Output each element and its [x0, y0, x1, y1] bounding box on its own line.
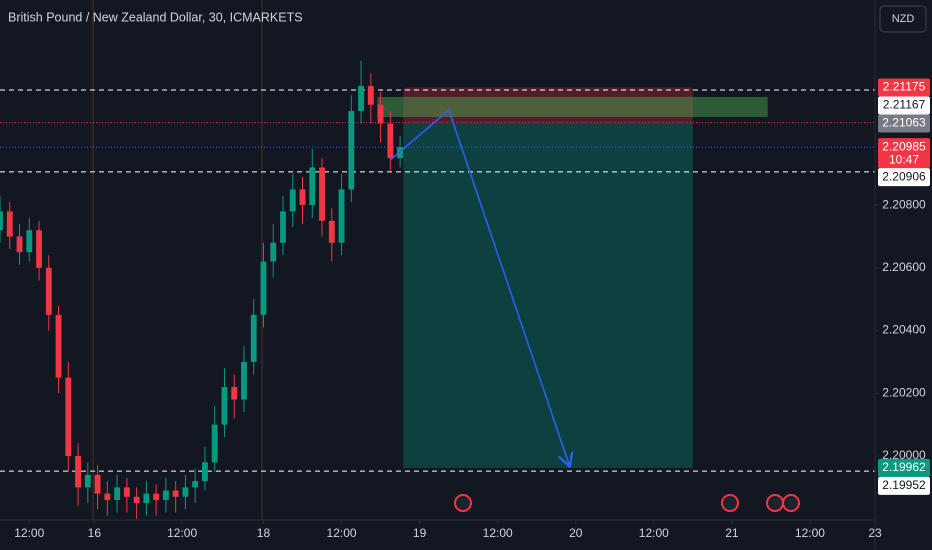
candle-body [65, 377, 72, 457]
candle-body [36, 230, 42, 268]
candle-body [143, 493, 150, 504]
candle-body [309, 167, 316, 206]
candle-body [348, 111, 355, 190]
candle-body [182, 487, 189, 497]
candle-body [192, 481, 199, 488]
candle-body [75, 456, 81, 488]
event-icon[interactable] [782, 494, 800, 512]
x-tick-label: 20 [569, 526, 583, 540]
x-tick-label: 21 [725, 526, 739, 540]
candle-body [84, 474, 91, 488]
candle-body [0, 211, 3, 231]
candle-body [55, 314, 62, 378]
level-label: 2.20985 [882, 139, 926, 153]
candle-body [162, 490, 169, 500]
level-label: 2.19952 [882, 478, 926, 492]
candle-body [133, 496, 140, 504]
level-label-box [878, 96, 930, 115]
candle-body [367, 85, 374, 105]
candle-body [211, 424, 218, 463]
candle-body [358, 85, 364, 112]
level-label: 2.20906 [882, 169, 926, 183]
level-label-box [878, 138, 930, 169]
event-icon[interactable] [454, 494, 472, 512]
event-icon[interactable] [766, 494, 784, 512]
candle-body [377, 104, 384, 124]
x-tick-label: 19 [413, 526, 427, 540]
candle-body [153, 493, 160, 500]
x-tick-label: 23 [868, 526, 882, 540]
event-icon[interactable] [721, 494, 739, 512]
level-label: 2.21167 [883, 98, 926, 112]
candle-body [94, 474, 101, 494]
x-tick-label: 12:00 [483, 526, 513, 540]
candle-body [172, 490, 179, 497]
level-label-box [878, 168, 930, 187]
candle-body [338, 189, 345, 243]
candle-body [299, 189, 306, 206]
x-tick-label: 12:00 [795, 526, 825, 540]
x-tick-label: 12:00 [14, 526, 44, 540]
candle-body [123, 487, 130, 497]
event-icons [454, 494, 800, 512]
candle-body [241, 361, 247, 400]
chart-title: British Pound / New Zealand Dollar, 30, … [8, 10, 303, 24]
currency-button[interactable] [879, 5, 927, 33]
x-tick-label: 18 [257, 526, 271, 540]
candle-body [260, 261, 267, 315]
candle-body [221, 387, 228, 425]
zone [377, 96, 768, 117]
level-label-box [878, 114, 930, 133]
candle-body [328, 220, 335, 243]
y-tick-label: 2.20200 [882, 385, 926, 399]
x-tick-label: 12:00 [167, 526, 197, 540]
level-label-box [878, 458, 930, 477]
y-tick-label: 2.20800 [882, 197, 926, 211]
candle-body [270, 242, 277, 262]
level-label: 2.19962 [882, 460, 926, 474]
x-tick-label: 12:00 [327, 526, 357, 540]
candle-body [26, 230, 33, 253]
y-tick-label: 2.20400 [882, 323, 926, 337]
candle-body [201, 462, 208, 482]
plot-area [0, 60, 875, 519]
candle-body [114, 487, 121, 500]
countdown: 10:47 [889, 152, 919, 166]
level-label: 2.21063 [882, 116, 926, 130]
y-tick-label: 2.20600 [882, 260, 926, 274]
level-label-box [878, 78, 930, 97]
forecast-arrow [389, 108, 569, 465]
candle-body [319, 167, 325, 221]
candle-body [280, 211, 286, 243]
candle-body [104, 493, 111, 500]
candle-body [16, 236, 23, 253]
candle-body [250, 314, 257, 362]
level-label: 2.21175 [883, 80, 926, 94]
currency-label: NZD [892, 13, 915, 25]
candle-body [387, 123, 394, 159]
target-zone [403, 122, 693, 468]
candle-body [289, 189, 296, 212]
x-tick-label: 12:00 [639, 526, 669, 540]
candle-body [6, 211, 13, 237]
candle-body [45, 267, 52, 315]
y-tick-label: 2.20000 [882, 448, 926, 462]
x-tick-label: 16 [88, 526, 102, 540]
candle-body [231, 387, 238, 400]
level-label-box [878, 476, 930, 495]
